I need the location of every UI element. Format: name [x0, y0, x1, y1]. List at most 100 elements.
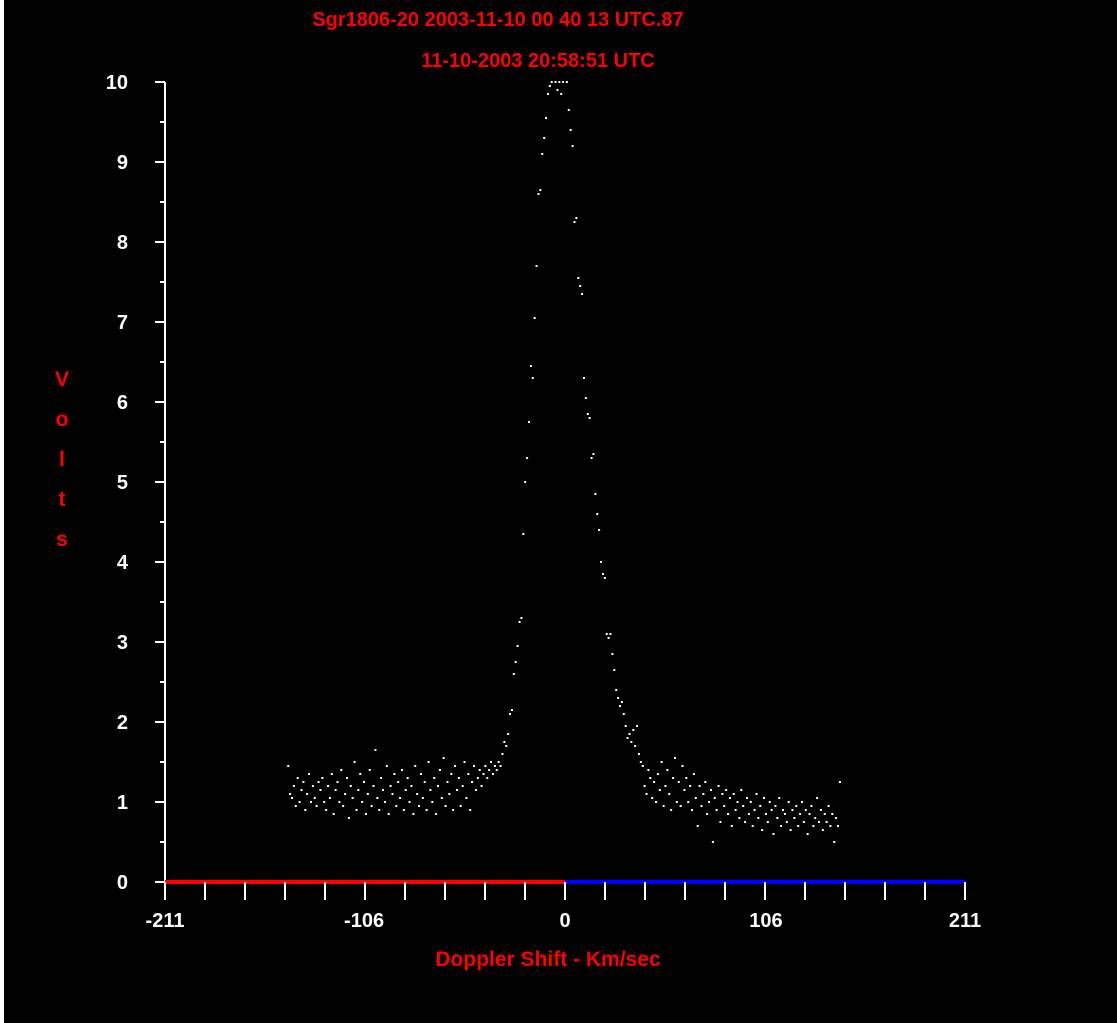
data-point: [766, 821, 769, 823]
data-point: [679, 805, 682, 807]
data-point: [548, 85, 551, 87]
data-point: [745, 797, 748, 799]
data-point: [374, 749, 377, 751]
data-point: [734, 809, 737, 811]
data-point: [582, 377, 585, 379]
data-point: [689, 785, 692, 787]
data-point: [452, 809, 455, 811]
data-point: [289, 793, 292, 795]
data-point: [435, 813, 438, 815]
data-point: [605, 633, 608, 635]
y-tick-label: 10: [106, 72, 128, 94]
data-point: [641, 765, 644, 767]
y-tick-label: 4: [117, 552, 129, 574]
data-point: [527, 421, 530, 423]
data-point: [581, 293, 584, 295]
data-point: [291, 797, 294, 799]
data-point: [556, 89, 559, 91]
data-point: [334, 789, 337, 791]
data-point: [814, 817, 817, 819]
data-point: [512, 673, 515, 675]
data-point: [806, 833, 809, 835]
y-tick-label: 5: [117, 472, 128, 494]
data-point: [772, 833, 775, 835]
data-point: [402, 809, 405, 811]
data-point: [359, 773, 362, 775]
data-point: [730, 825, 733, 827]
data-point: [620, 701, 623, 703]
data-point: [380, 777, 383, 779]
data-point: [696, 825, 699, 827]
x-tick-label: -211: [146, 910, 185, 932]
data-point: [800, 801, 803, 803]
data-point: [656, 773, 659, 775]
data-point: [571, 145, 574, 147]
data-point: [740, 789, 743, 791]
data-point: [685, 777, 688, 779]
data-point: [706, 813, 709, 815]
data-point: [749, 801, 752, 803]
data-point: [700, 805, 703, 807]
data-point: [717, 785, 720, 787]
data-point: [823, 813, 826, 815]
data-point: [603, 577, 606, 579]
data-point: [319, 789, 322, 791]
data-point: [651, 797, 654, 799]
data-point: [438, 769, 441, 771]
data-point: [433, 777, 436, 779]
data-point: [742, 805, 745, 807]
y-axis-label-letter: V: [55, 368, 69, 391]
data-point: [626, 737, 629, 739]
data-point: [323, 801, 326, 803]
data-point: [463, 761, 466, 763]
data-point: [397, 781, 400, 783]
data-point: [768, 801, 771, 803]
data-point: [562, 81, 565, 83]
data-point: [399, 797, 402, 799]
y-tick-label: 7: [117, 312, 128, 334]
data-point: [838, 781, 841, 783]
data-point: [584, 397, 587, 399]
data-point: [691, 809, 694, 811]
data-point: [436, 785, 439, 787]
data-point: [514, 661, 517, 663]
data-point: [819, 809, 822, 811]
data-point: [816, 797, 819, 799]
data-point: [361, 801, 364, 803]
data-point: [586, 413, 589, 415]
data-point: [313, 797, 316, 799]
data-point: [654, 801, 657, 803]
data-point: [526, 457, 529, 459]
data-point: [385, 765, 388, 767]
data-point: [764, 813, 767, 815]
data-point: [702, 793, 705, 795]
data-point: [533, 317, 536, 319]
data-point: [725, 789, 728, 791]
data-point: [666, 769, 669, 771]
data-point: [825, 821, 828, 823]
data-point: [306, 793, 309, 795]
data-point: [628, 733, 631, 735]
data-point: [600, 561, 603, 563]
data-point: [332, 813, 335, 815]
data-point: [753, 809, 756, 811]
data-point: [471, 781, 474, 783]
data-point: [829, 825, 832, 827]
data-point: [345, 777, 348, 779]
data-point: [681, 765, 684, 767]
data-point: [429, 789, 432, 791]
data-point: [400, 769, 403, 771]
data-point: [404, 789, 407, 791]
x-axis-label: Doppler Shift - Km/sec: [435, 948, 661, 971]
data-point: [383, 801, 386, 803]
data-point: [308, 773, 311, 775]
data-point: [738, 817, 741, 819]
data-point: [662, 805, 665, 807]
data-point: [493, 765, 496, 767]
data-point: [785, 821, 788, 823]
data-point: [486, 777, 489, 779]
data-point: [499, 765, 502, 767]
data-point: [622, 713, 625, 715]
data-point: [497, 761, 500, 763]
